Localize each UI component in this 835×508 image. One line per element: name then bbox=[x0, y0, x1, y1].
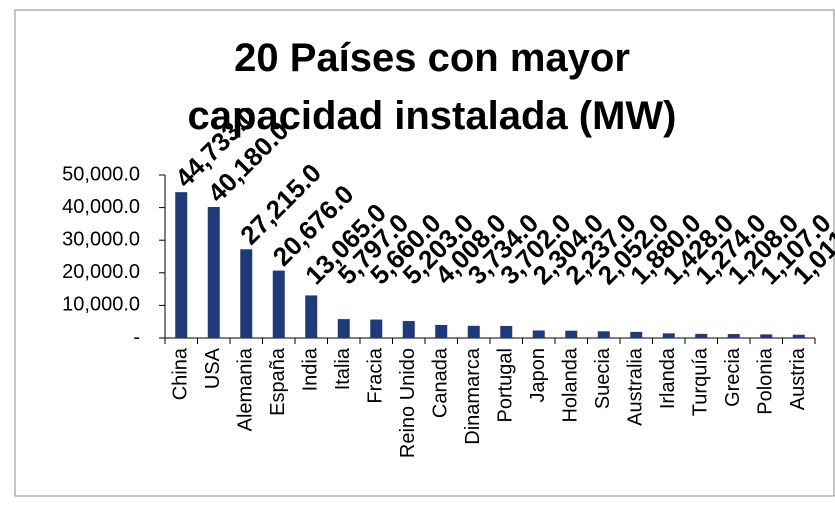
x-tick-label: Australia bbox=[625, 347, 647, 426]
bar bbox=[662, 333, 675, 338]
bar bbox=[792, 334, 805, 338]
bar bbox=[597, 331, 610, 338]
x-tick-label: Dinamarca bbox=[462, 347, 484, 445]
x-tick-label: Austria bbox=[787, 347, 809, 410]
x-tick-label: Irlanda bbox=[657, 347, 679, 409]
bar bbox=[532, 330, 545, 338]
bar bbox=[207, 207, 220, 338]
bar bbox=[175, 192, 188, 338]
bar bbox=[565, 330, 578, 338]
y-tick-label: 50,000.0 bbox=[62, 163, 140, 185]
x-tick-label: Italia bbox=[332, 347, 354, 390]
x-tick-label: Suecia bbox=[592, 347, 614, 409]
chart-title: 20 Países con mayor capacidad instalada (… bbox=[188, 36, 677, 138]
x-tick-label: Reino Unido bbox=[397, 348, 419, 458]
x-tick-label: Portugal bbox=[495, 348, 517, 423]
bar bbox=[695, 333, 708, 338]
bar bbox=[760, 334, 773, 338]
bar bbox=[727, 334, 740, 338]
y-tick-label: 10,000.0 bbox=[62, 294, 140, 316]
bar bbox=[337, 319, 350, 338]
x-tick-label: Alemania bbox=[235, 347, 257, 431]
x-tick-label: China bbox=[170, 347, 192, 400]
x-tick-label: España bbox=[267, 347, 289, 416]
x-tick-label: USA bbox=[202, 347, 224, 389]
x-tick-label: Canada bbox=[430, 347, 452, 418]
x-tick-label: Turquía bbox=[690, 347, 712, 416]
y-tick-label: 30,000.0 bbox=[62, 228, 140, 250]
bar bbox=[272, 270, 285, 338]
y-tick-label: - bbox=[133, 326, 140, 348]
x-tick-label: Polonia bbox=[755, 347, 777, 415]
x-tick-label: India bbox=[300, 347, 322, 391]
title-line: 20 Países con mayor bbox=[234, 36, 630, 80]
y-tick-label: 20,000.0 bbox=[62, 261, 140, 283]
bar bbox=[305, 295, 318, 338]
bar bbox=[240, 249, 253, 338]
x-tick-label: Fracia bbox=[365, 347, 387, 403]
x-tick-label: Holanda bbox=[560, 347, 582, 422]
x-tick-label: Grecia bbox=[722, 347, 744, 407]
bar bbox=[500, 325, 513, 338]
bar bbox=[402, 321, 415, 338]
chart-border bbox=[14, 9, 835, 497]
y-tick-label: 40,000.0 bbox=[62, 196, 140, 218]
title-line: capacidad instalada (MW) bbox=[188, 94, 677, 138]
bar bbox=[370, 319, 383, 338]
bar bbox=[435, 324, 448, 338]
x-tick-label: Japon bbox=[527, 348, 549, 403]
bar bbox=[467, 325, 480, 338]
bar bbox=[630, 331, 643, 338]
